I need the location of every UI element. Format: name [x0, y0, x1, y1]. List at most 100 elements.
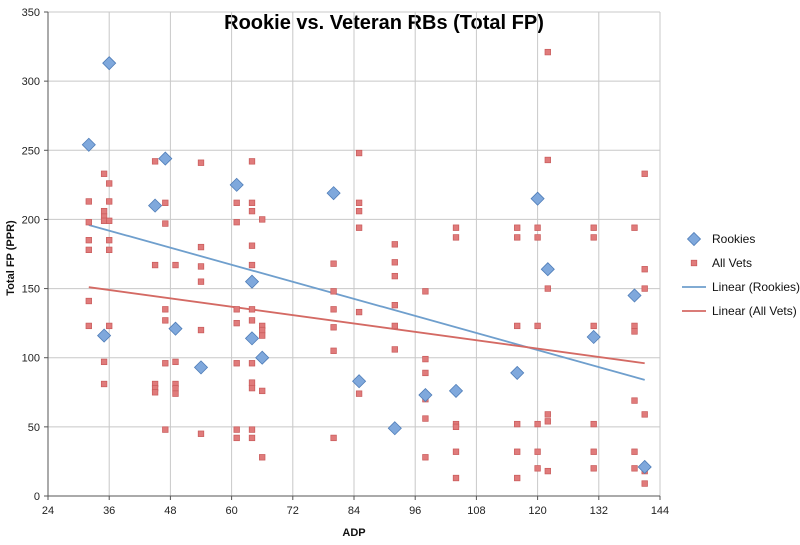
- rookie-point: [97, 328, 112, 343]
- vet-point: [330, 306, 337, 313]
- x-tick-label: 144: [651, 505, 669, 517]
- vet-point: [355, 224, 363, 231]
- vet-point: [422, 288, 429, 295]
- trendline-linear-rookies-: [88, 224, 645, 381]
- y-tick-label: 50: [28, 422, 40, 434]
- vet-point: [197, 278, 205, 285]
- vet-point: [151, 261, 159, 269]
- legend-item: Rookies: [686, 231, 755, 247]
- x-tick-label: 36: [103, 505, 115, 517]
- rookie-point: [418, 387, 433, 403]
- vet-point: [259, 216, 266, 223]
- vet-point: [197, 243, 205, 251]
- vet-point: [106, 180, 113, 187]
- vet-point: [233, 219, 240, 226]
- vet-point: [162, 317, 169, 324]
- vet-point: [330, 260, 337, 267]
- legend-label: Linear (All Vets): [712, 304, 797, 318]
- vet-point: [233, 360, 240, 367]
- x-tick-labels: 24 36 48 60 72 84 96 108 120 132 144: [42, 505, 669, 517]
- rookie-point: [352, 374, 367, 389]
- vet-point: [248, 261, 256, 269]
- vet-point: [514, 474, 521, 482]
- vet-point: [391, 259, 398, 266]
- vet-point: [330, 434, 337, 442]
- vet-point: [590, 465, 597, 472]
- vet-point: [197, 326, 205, 334]
- rookie-point: [168, 321, 183, 336]
- legend-item: Linear (Rookies): [682, 280, 800, 294]
- vet-point: [355, 207, 363, 215]
- vet-point: [641, 411, 648, 418]
- legend-label: Linear (Rookies): [712, 280, 800, 294]
- vet-point: [100, 380, 108, 388]
- rookie-point: [627, 288, 642, 303]
- legend-item: All Vets: [690, 256, 752, 270]
- vet-point: [233, 199, 240, 206]
- vet-point: [544, 156, 551, 164]
- vet-point: [590, 224, 597, 231]
- vet-point: [162, 360, 169, 367]
- vet-point: [248, 426, 256, 433]
- legend-marker-swatch: [690, 259, 698, 267]
- vet-point: [106, 217, 113, 224]
- vet-point: [534, 234, 541, 241]
- vet-point: [544, 418, 551, 425]
- rookie-point: [530, 191, 545, 206]
- rookie-point: [637, 459, 652, 475]
- gridlines: [48, 11, 661, 496]
- chart-title: Rookie vs. Veteran RBs (Total FP): [224, 12, 544, 34]
- vet-point: [391, 272, 398, 280]
- vet-point: [391, 346, 398, 353]
- vet-point: [514, 322, 521, 330]
- y-axis-title: Total FP (PPR): [5, 220, 17, 296]
- y-tick-labels: 0 50 100 150 200 250 300 350: [22, 7, 40, 503]
- vet-point: [534, 322, 541, 330]
- vet-point: [248, 207, 256, 215]
- vet-point: [422, 415, 429, 422]
- vet-point: [106, 198, 113, 205]
- rookie-point: [81, 137, 96, 152]
- vet-point: [162, 426, 169, 433]
- vet-point: [100, 358, 108, 366]
- legend: Rookies All Vets Linear (Rookies) Linear (A…: [682, 231, 800, 318]
- vet-point: [590, 234, 597, 241]
- series-rookies: [81, 56, 652, 475]
- vet-point: [248, 306, 256, 313]
- vet-point: [641, 285, 648, 292]
- vet-point: [248, 158, 256, 165]
- vet-point: [248, 242, 256, 249]
- vet-point: [259, 326, 266, 334]
- vet-point: [162, 220, 169, 227]
- vet-point: [544, 48, 551, 56]
- x-tick-label: 24: [42, 505, 54, 517]
- vet-point: [355, 390, 363, 397]
- vet-point: [151, 389, 159, 396]
- vet-point: [631, 448, 638, 455]
- legend-label: All Vets: [712, 256, 752, 270]
- y-tick-label: 100: [22, 353, 40, 365]
- vet-point: [172, 261, 179, 269]
- vet-point: [452, 224, 460, 231]
- vet-point: [452, 423, 460, 431]
- vet-point: [248, 434, 256, 442]
- x-tick-label: 84: [348, 505, 360, 517]
- y-tick-label: 300: [22, 76, 40, 88]
- vet-point: [85, 322, 92, 330]
- vet-point: [514, 224, 521, 231]
- vet-point: [641, 266, 648, 273]
- vet-point: [248, 317, 256, 324]
- vet-point: [590, 448, 597, 455]
- vet-point: [233, 434, 240, 442]
- vet-point: [85, 246, 92, 254]
- vet-point: [85, 219, 92, 226]
- x-tick-label: 72: [287, 505, 299, 517]
- vet-point: [172, 390, 179, 397]
- vet-point: [391, 302, 398, 309]
- vet-point: [100, 170, 108, 177]
- vet-point: [259, 332, 266, 339]
- rookie-point: [102, 56, 117, 71]
- rookie-point: [586, 329, 601, 345]
- legend-label: Rookies: [712, 232, 755, 246]
- vet-point: [259, 454, 266, 461]
